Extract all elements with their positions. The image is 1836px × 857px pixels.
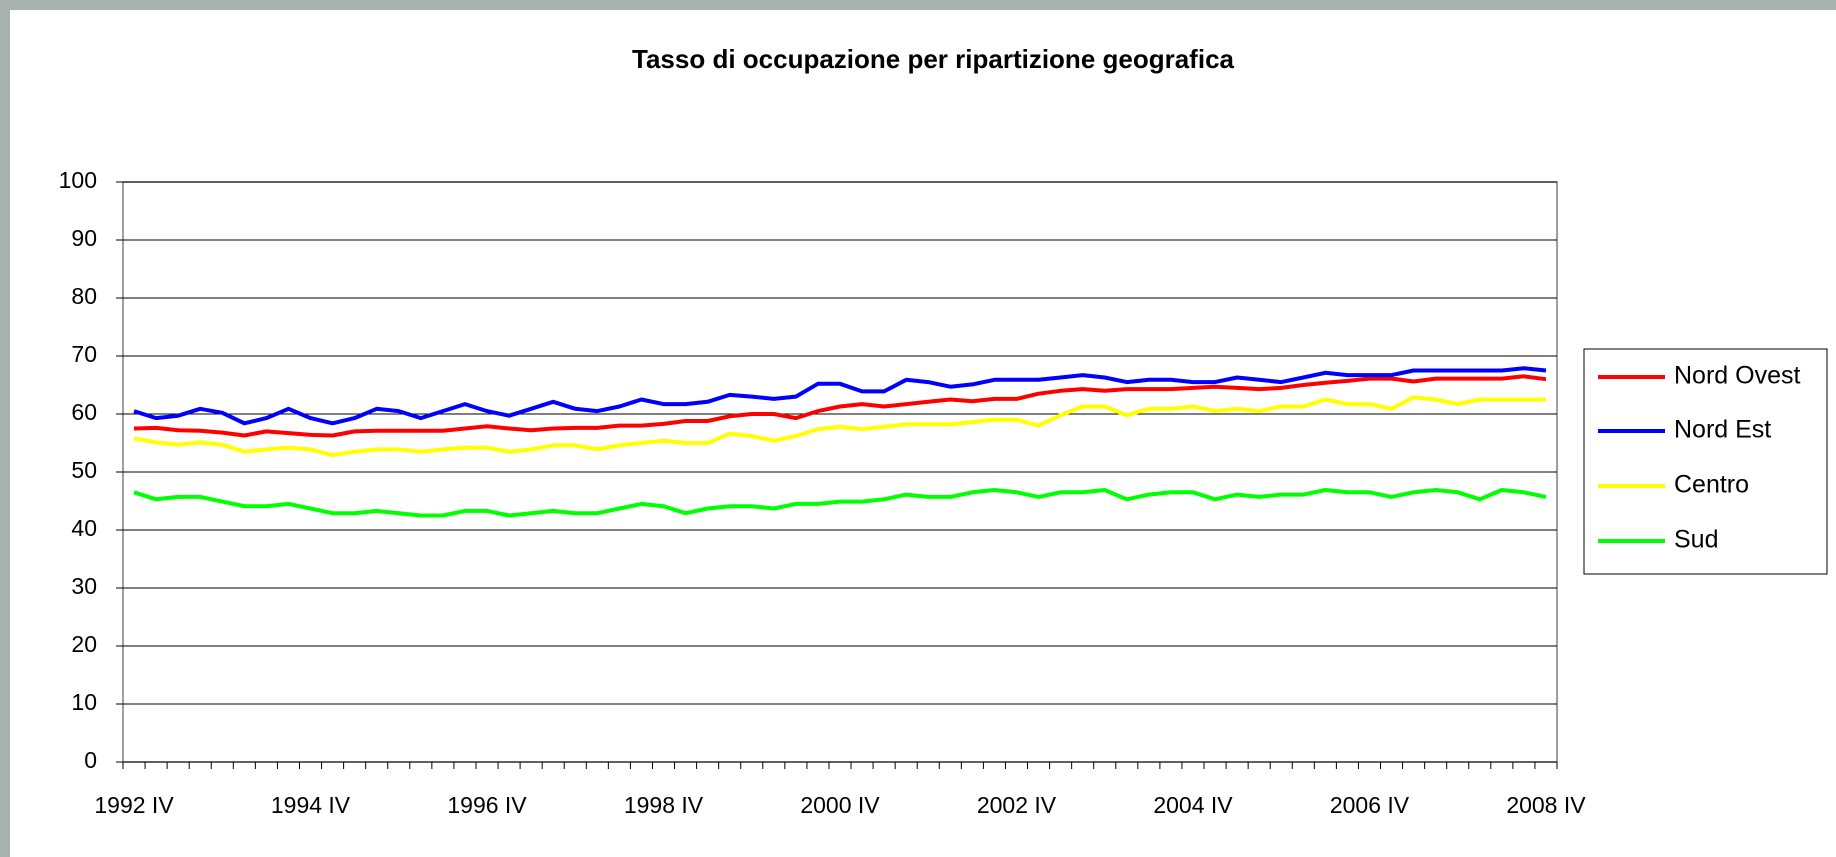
x-tick-label: 1998 IV: [624, 792, 704, 818]
y-tick-label: 60: [71, 399, 97, 425]
y-tick-label: 30: [71, 573, 97, 599]
y-tick-label: 80: [71, 283, 97, 309]
legend-label: Centro: [1674, 471, 1749, 499]
line-series: [133, 374, 1547, 438]
legend-label: Sud: [1674, 526, 1718, 554]
x-tick-label: 2002 IV: [977, 792, 1057, 818]
chart-title: Tasso di occupazione per ripartizione ge…: [632, 44, 1235, 74]
x-tick-label: 1994 IV: [271, 792, 351, 818]
line-series: [133, 395, 1546, 458]
y-tick-label: 0: [84, 747, 97, 773]
x-tick-label: 1992 IV: [94, 792, 174, 818]
y-tick-label: 10: [71, 689, 97, 715]
y-tick-label: 20: [71, 631, 97, 657]
x-tick-label: 2004 IV: [1153, 792, 1233, 818]
y-tick-label: 100: [59, 167, 97, 193]
legend-label: Nord Ovest: [1674, 362, 1800, 390]
line-series: [133, 366, 1547, 426]
x-tick-label: 2000 IV: [800, 792, 880, 818]
y-tick-label: 70: [71, 341, 97, 367]
legend: [1583, 348, 1828, 575]
x-tick-label: 1996 IV: [447, 792, 527, 818]
line-series: [133, 488, 1547, 518]
x-tick-label: 2006 IV: [1330, 792, 1410, 818]
y-tick-label: 90: [71, 225, 97, 251]
x-tick-label: 2008 IV: [1506, 792, 1586, 818]
y-tick-label: 40: [71, 515, 97, 541]
legend-label: Nord Est: [1674, 416, 1771, 444]
y-tick-label: 50: [71, 457, 97, 483]
